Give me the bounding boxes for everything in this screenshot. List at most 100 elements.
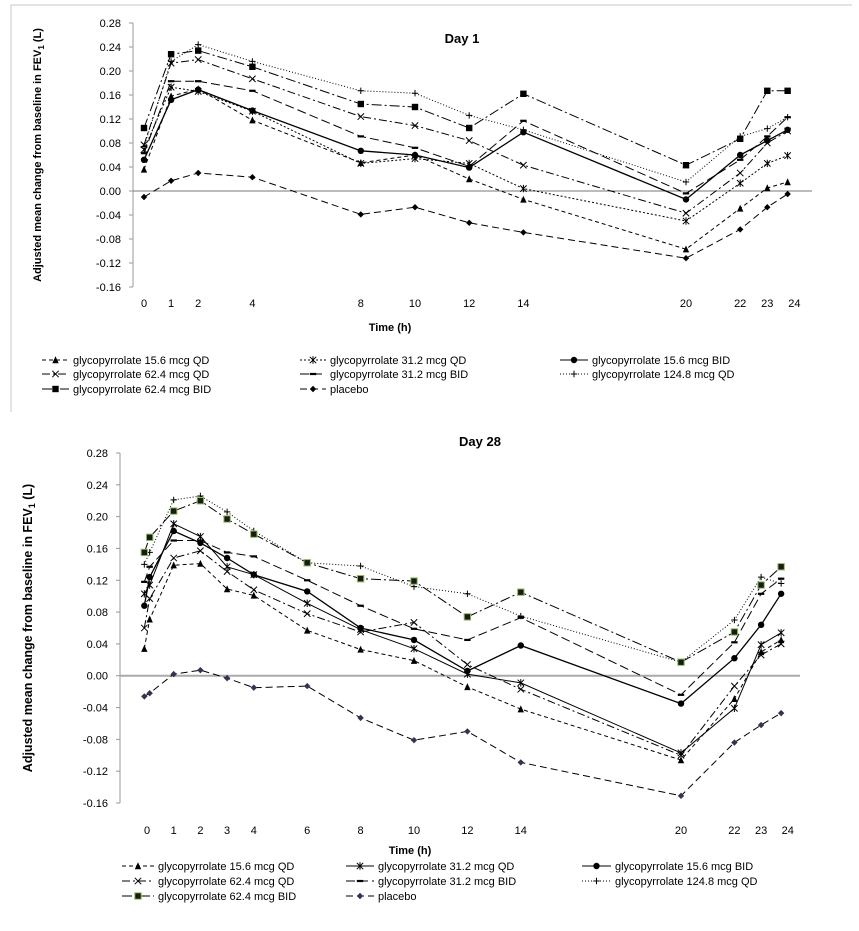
series-line	[143, 88, 788, 201]
asterisk-marker	[730, 704, 738, 713]
triangle-marker	[682, 245, 690, 253]
square-marker	[757, 581, 765, 589]
diamond-marker	[784, 190, 791, 198]
series-glycopyrrolate-62-4-mcg-qd	[140, 56, 792, 217]
triangle-marker	[134, 862, 142, 870]
y-tick-label: 0.08	[87, 607, 108, 619]
legend-item: glycopyrrolate 62.4 mcg BID	[122, 891, 296, 903]
square-marker	[737, 135, 744, 142]
circle-marker	[357, 147, 364, 154]
x-tick-label: 22	[728, 825, 740, 837]
plus-marker	[249, 58, 256, 65]
square-marker	[303, 559, 311, 567]
diamond-marker	[195, 169, 202, 177]
legend-item: glycopyrrolate 62.4 mcg QD	[122, 876, 294, 888]
chart-day-28: Day 28 Adjusted mean change from baselin…	[21, 434, 800, 903]
x-marker	[170, 554, 178, 562]
legend-label: glycopyrrolate 62.4 mcg QD	[158, 876, 294, 888]
series-line	[143, 50, 788, 166]
x-marker	[194, 56, 202, 64]
x-tick-label: 1	[171, 825, 177, 837]
triangle-marker	[410, 656, 418, 664]
x-tick-label: 2	[195, 298, 201, 310]
square-marker	[145, 533, 154, 542]
triangle-marker	[249, 116, 256, 124]
diamond-marker	[682, 255, 690, 262]
triangle-marker	[466, 175, 473, 183]
circle-marker	[411, 151, 419, 159]
legend-label: glycopyrrolate 15.6 mcg QD	[73, 355, 209, 367]
series-glycopyrrolate-15-6-mcg-bid	[141, 527, 785, 707]
x-tick-label: 24	[788, 298, 800, 310]
circle-marker	[249, 107, 256, 114]
square-marker	[52, 385, 59, 393]
legend-label: placebo	[378, 891, 417, 903]
square-marker	[223, 515, 231, 523]
triangle-marker	[52, 356, 59, 364]
square-marker	[170, 507, 178, 515]
series-glycopyrrolate-31-2-mcg-qd	[140, 520, 785, 757]
x-tick-label: 4	[249, 298, 255, 310]
plus-marker	[757, 573, 765, 581]
square-marker	[195, 47, 202, 54]
plus-marker	[764, 125, 771, 132]
x-tick-label: 22	[734, 298, 746, 310]
circle-marker	[570, 356, 578, 364]
legend-label: glycopyrrolate 31.2 mcg BID	[330, 369, 468, 381]
x-tick-label: 8	[358, 298, 364, 310]
legend-label: glycopyrrolate 124.8 mcg QD	[592, 369, 735, 381]
plus-marker	[777, 580, 785, 587]
square-marker	[196, 497, 205, 505]
square-marker	[466, 124, 473, 132]
circle-marker	[195, 86, 202, 93]
plus-marker	[731, 616, 738, 624]
legend-label: glycopyrrolate 31.2 mcg BID	[378, 876, 516, 888]
x-marker	[777, 640, 785, 648]
diamond-marker	[757, 721, 765, 729]
legend-item: glycopyrrolate 15.6 mcg BID	[582, 861, 753, 873]
y-tick-label: -0.12	[96, 258, 121, 270]
y-tick-label: 0.28	[100, 18, 121, 30]
series-line	[143, 59, 788, 214]
legend-label: glycopyrrolate 15.6 mcg QD	[158, 861, 294, 873]
chart-title: Day 1	[445, 31, 480, 46]
y-tick-label: -0.08	[96, 234, 121, 246]
diamond-marker	[356, 892, 364, 900]
square-marker	[249, 63, 256, 70]
circle-marker	[146, 573, 153, 581]
triangle-marker	[146, 615, 153, 623]
x-marker	[223, 567, 231, 576]
series-glycopyrrolate-15-6-mcg-qd	[141, 559, 785, 764]
y-tick-label: -0.12	[83, 766, 108, 778]
panel-frame	[10, 4, 852, 412]
x-marker	[736, 169, 744, 177]
circle-marker	[223, 554, 231, 562]
circle-marker	[170, 527, 177, 535]
legend-item: glycopyrrolate 62.4 mcg BID	[42, 384, 211, 396]
square-marker	[411, 103, 419, 111]
legend: glycopyrrolate 15.6 mcg QD glycopyrrolate…	[42, 355, 735, 396]
x-marker	[519, 161, 527, 169]
x-marker	[134, 877, 142, 885]
x-tick-label: 0	[141, 298, 147, 310]
triangle-marker	[520, 195, 527, 203]
asterisk-marker	[196, 532, 204, 541]
triangle-marker	[170, 561, 177, 569]
square-marker	[356, 574, 365, 583]
square-marker	[520, 90, 527, 97]
legend-item: placebo	[300, 384, 369, 396]
x-tick-label: 1	[168, 298, 174, 310]
asterisk-marker	[170, 520, 178, 528]
circle-marker	[731, 655, 738, 662]
square-marker	[777, 563, 785, 571]
plus-marker	[593, 877, 600, 885]
square-marker	[517, 588, 525, 596]
legend-item: glycopyrrolate 31.2 mcg QD	[346, 861, 514, 873]
square-marker	[463, 613, 472, 621]
square-marker	[410, 577, 418, 585]
x-marker	[357, 113, 365, 121]
legend-label: placebo	[330, 384, 369, 396]
x-tick-label: 14	[515, 825, 527, 837]
triangle-marker	[141, 644, 148, 652]
legend-item: glycopyrrolate 62.4 mcg QD	[42, 369, 209, 381]
